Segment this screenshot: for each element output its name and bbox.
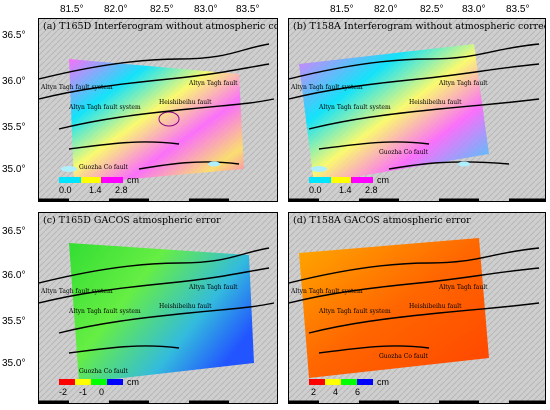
fault-lines: [289, 247, 540, 354]
fault-label: Heishibeihu fault: [409, 303, 462, 310]
panel-b-map: Altyn Tagh fault Altyn Tagh fault system…: [289, 19, 545, 201]
colorbar-tick: 4: [333, 387, 339, 397]
fringe-ellipse: [158, 111, 180, 127]
panel-title: (d) T158A GACOS atmospheric error: [293, 215, 471, 226]
lat-tick: 36.0°: [2, 270, 26, 281]
colorbar-tick: 2: [311, 387, 317, 397]
colorbar-unit: cm: [127, 175, 139, 185]
panel-b: Altyn Tagh fault Altyn Tagh fault system…: [288, 18, 546, 202]
lat-tick: 35.5°: [2, 316, 26, 327]
panel-d-map: Altyn Tagh fault Altyn Tagh fault system…: [289, 213, 545, 403]
colorbar-unit: cm: [377, 377, 389, 387]
colorbar-tick: 2.8: [365, 185, 378, 195]
colorbar-unit: cm: [127, 377, 139, 387]
lat-tick: 36.5°: [2, 30, 26, 41]
colorbar-tick: -2: [59, 387, 68, 397]
panel-c: Altyn Tagh fault Altyn Tagh fault system…: [38, 212, 278, 404]
gacos-swath: [299, 238, 489, 378]
fault-label: Guozha Co fault: [79, 164, 128, 171]
lat-tick: 36.5°: [2, 226, 26, 237]
lon-tick: 81.5°: [330, 4, 354, 15]
colorbar-c: [59, 379, 75, 385]
fault-lines: [289, 43, 540, 170]
lon-tick: 83.5°: [506, 4, 530, 15]
lon-tick: 83.0°: [462, 4, 486, 15]
lakes: [311, 161, 470, 172]
colorbar-tick: 0: [99, 387, 105, 397]
fault-label: Altyn Tagh fault system: [68, 104, 141, 111]
lon-tick: 81.5°: [60, 4, 84, 15]
fault-label: Altyn Tagh fault system: [290, 288, 363, 295]
fault-lines: [39, 247, 275, 354]
colorbar-b: [309, 177, 331, 183]
fault-label: Altyn Tagh fault: [438, 80, 488, 87]
fault-label: Altyn Tagh fault: [438, 284, 488, 291]
fault-lines: [39, 43, 275, 170]
lon-tick: 82.0°: [374, 4, 398, 15]
colorbar-d: [309, 379, 325, 385]
panel-d: Altyn Tagh fault Altyn Tagh fault system…: [288, 212, 546, 404]
lon-tick: 82.5°: [150, 4, 174, 15]
colorbar-tick: 0.0: [309, 185, 322, 195]
panel-c-map: Altyn Tagh fault Altyn Tagh fault system…: [39, 213, 277, 403]
interferogram-swath: [69, 59, 244, 184]
colorbar-tick: 0.0: [59, 185, 72, 195]
colorbar-tick: 1.4: [339, 185, 352, 195]
fault-label: Altyn Tagh fault system: [290, 84, 363, 91]
lat-tick: 35.0°: [2, 358, 26, 369]
fault-label: Heishibeihu fault: [409, 99, 462, 106]
colorbar-unit: cm: [377, 175, 389, 185]
colorbar-tick: -1: [79, 387, 88, 397]
lat-tick: 36.0°: [2, 76, 26, 87]
fault-label: Guozha Co fault: [379, 353, 428, 360]
panel-a: Altyn Tagh fault Altyn Tagh fault system…: [38, 18, 278, 202]
colorbar-tick: 1.4: [89, 185, 102, 195]
fault-label: Guozha Co fault: [79, 368, 128, 375]
fault-label: Altyn Tagh fault system: [318, 308, 391, 315]
fault-label: Altyn Tagh fault: [188, 80, 238, 87]
colorbar-tick: 6: [355, 387, 361, 397]
lat-tick: 35.0°: [2, 164, 26, 175]
fault-label: Guozha Co fault: [379, 149, 428, 156]
lon-tick: 83.0°: [194, 4, 218, 15]
panel-title: (a) T165D Interferogram without atmosphe…: [43, 21, 277, 32]
fault-label: Heishibeihu fault: [159, 303, 212, 310]
fault-label: Altyn Tagh fault system: [40, 288, 113, 295]
lat-tick: 35.5°: [2, 122, 26, 133]
lon-tick: 83.5°: [236, 4, 260, 15]
fault-label: Altyn Tagh fault system: [68, 308, 141, 315]
lon-tick: 82.0°: [104, 4, 128, 15]
fault-label: Heishibeihu fault: [159, 99, 212, 106]
lon-tick: 82.5°: [420, 4, 444, 15]
fault-label: Altyn Tagh fault system: [318, 104, 391, 111]
fault-label: Altyn Tagh fault: [188, 284, 238, 291]
lakes: [61, 161, 220, 172]
panel-title: (b) T158A Interferogram without atmosphe…: [293, 21, 546, 32]
panel-a-map: Altyn Tagh fault Altyn Tagh fault system…: [39, 19, 277, 201]
colorbar-tick: 2.8: [115, 185, 128, 195]
fault-label: Altyn Tagh fault system: [40, 84, 113, 91]
panel-title: (c) T165D GACOS atmospheric error: [43, 215, 221, 226]
